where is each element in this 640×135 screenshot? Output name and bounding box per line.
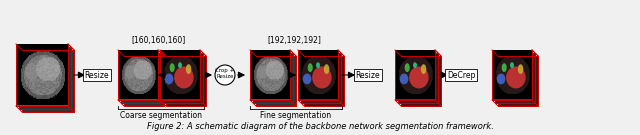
Ellipse shape [186, 64, 191, 74]
Text: Resize: Resize [356, 70, 380, 80]
Bar [301, 53, 341, 103]
Ellipse shape [178, 62, 182, 68]
Bar [22, 50, 74, 112]
Bar [398, 53, 438, 103]
Ellipse shape [164, 74, 173, 84]
Text: [160,160,160]: [160,160,160] [132, 36, 186, 45]
Ellipse shape [404, 63, 410, 72]
Bar [163, 53, 203, 103]
Ellipse shape [510, 62, 514, 68]
Bar [395, 50, 435, 100]
Ellipse shape [497, 74, 506, 84]
Ellipse shape [409, 66, 429, 88]
Ellipse shape [506, 66, 525, 88]
Circle shape [215, 65, 235, 85]
Ellipse shape [308, 63, 313, 72]
Text: Fine segmentation: Fine segmentation [260, 111, 332, 119]
Ellipse shape [502, 63, 507, 72]
Ellipse shape [413, 62, 417, 68]
Ellipse shape [518, 64, 524, 74]
Bar [492, 50, 532, 100]
Text: DeCrep: DeCrep [447, 70, 475, 80]
Bar [256, 56, 296, 106]
Bar [401, 56, 441, 106]
Bar [160, 50, 200, 100]
Bar [253, 53, 293, 103]
Ellipse shape [170, 63, 175, 72]
Bar [304, 56, 344, 106]
Bar [498, 56, 538, 106]
Ellipse shape [324, 64, 330, 74]
Bar [124, 56, 164, 106]
Ellipse shape [303, 74, 312, 84]
Ellipse shape [312, 66, 332, 88]
Ellipse shape [421, 64, 426, 74]
Ellipse shape [174, 66, 194, 88]
Bar [495, 53, 535, 103]
Ellipse shape [400, 74, 408, 84]
Bar [166, 56, 206, 106]
Bar [118, 50, 158, 100]
Bar [16, 44, 68, 106]
Text: Resize: Resize [84, 70, 109, 80]
Text: Crop +
Resize: Crop + Resize [216, 68, 235, 79]
Text: Coarse segmentation: Coarse segmentation [120, 111, 202, 119]
Bar [19, 47, 71, 109]
Bar [298, 50, 338, 100]
Text: Figure 2: A schematic diagram of the backbone network segmentation framework.: Figure 2: A schematic diagram of the bac… [147, 122, 493, 131]
Ellipse shape [316, 62, 320, 68]
Bar [121, 53, 161, 103]
Bar [250, 50, 290, 100]
Text: [192,192,192]: [192,192,192] [267, 36, 321, 45]
